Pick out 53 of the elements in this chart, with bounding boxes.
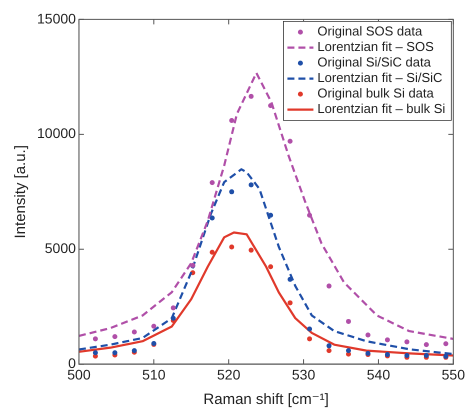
point (404, 339, 410, 344)
point (384, 337, 390, 342)
line-series (78, 72, 454, 340)
point (443, 341, 448, 346)
y-axis-title: Intensity [a.u.] (12, 145, 30, 238)
line-series (78, 168, 454, 356)
point (346, 348, 351, 354)
point (229, 189, 234, 194)
point (307, 326, 312, 332)
point (268, 212, 274, 218)
point (210, 250, 215, 255)
point (307, 336, 312, 342)
point (288, 300, 293, 306)
point (424, 342, 429, 348)
y-tick-label: 5000 (44, 240, 76, 256)
point (112, 334, 118, 340)
point (248, 248, 254, 253)
point (307, 212, 312, 218)
point (268, 264, 274, 270)
point (132, 330, 137, 335)
point (248, 182, 254, 188)
legend-label: Original SOS data (317, 24, 423, 39)
point (346, 318, 351, 324)
point (229, 244, 234, 250)
legend-label: Original Si/SiC data (317, 54, 432, 70)
point (151, 324, 156, 329)
point (326, 343, 332, 348)
y-tick-label: 15000 (36, 10, 76, 26)
legend-label: Lorentzian fit – SOS (317, 39, 434, 54)
point (210, 216, 215, 221)
point (288, 138, 293, 144)
point (326, 284, 332, 289)
point (229, 118, 234, 124)
x-axis-title: Raman shift [cm⁻¹] (203, 391, 329, 408)
point (365, 332, 370, 338)
x-tick-label: 540 (366, 366, 390, 382)
point (288, 276, 293, 282)
legend-label: Lorentzian fit – Si/SiC (317, 70, 442, 86)
legend-label: Lorentzian fit – bulk Si (317, 101, 446, 116)
point (92, 336, 98, 342)
x-tick-label: 530 (292, 366, 316, 382)
point (170, 316, 176, 321)
point (248, 94, 254, 99)
legend-label: Original bulk Si data (317, 86, 435, 101)
x-tick-label: 520 (217, 366, 241, 382)
x-tick-label: 550 (442, 366, 466, 382)
point (210, 180, 215, 186)
point (92, 350, 98, 356)
point (326, 348, 332, 354)
point (112, 350, 118, 356)
x-tick-label: 510 (142, 366, 166, 382)
point (170, 305, 176, 310)
y-tick-label: 10000 (36, 125, 76, 142)
